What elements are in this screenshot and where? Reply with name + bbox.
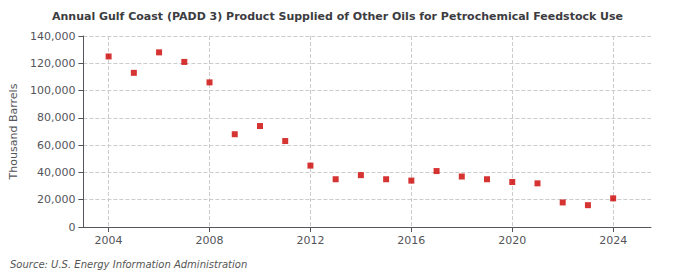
svg-text:2024: 2024 bbox=[599, 234, 627, 247]
svg-text:20,000: 20,000 bbox=[37, 193, 76, 206]
svg-text:140,000: 140,000 bbox=[30, 30, 76, 43]
svg-text:2020: 2020 bbox=[498, 234, 526, 247]
svg-text:Source: U.S. Energy Informatio: Source: U.S. Energy Information Administ… bbox=[10, 259, 247, 270]
svg-text:Annual Gulf Coast (PADD 3) Pro: Annual Gulf Coast (PADD 3) Product Suppl… bbox=[52, 10, 623, 23]
svg-text:80,000: 80,000 bbox=[37, 111, 76, 124]
svg-text:Thousand Barrels: Thousand Barrels bbox=[7, 83, 20, 180]
svg-text:60,000: 60,000 bbox=[37, 139, 76, 152]
svg-text:100,000: 100,000 bbox=[30, 84, 76, 97]
svg-text:120,000: 120,000 bbox=[30, 57, 76, 70]
svg-text:0: 0 bbox=[68, 221, 75, 234]
svg-text:2016: 2016 bbox=[397, 234, 425, 247]
svg-text:40,000: 40,000 bbox=[37, 166, 76, 179]
svg-text:2008: 2008 bbox=[196, 234, 224, 247]
svg-text:2004: 2004 bbox=[95, 234, 123, 247]
svg-text:2012: 2012 bbox=[296, 234, 324, 247]
